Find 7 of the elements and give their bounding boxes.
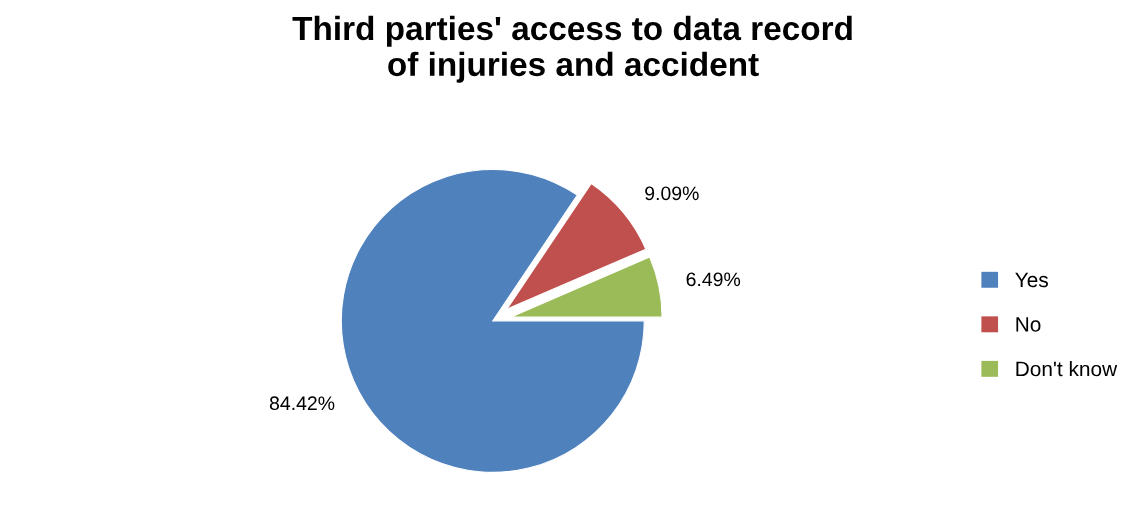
data-label: 84.42%: [269, 396, 335, 411]
data-label: 9.09%: [645, 186, 699, 201]
chart-title: Third parties' access to data record of injuries and accident: [292, 15, 852, 83]
legend-label: No: [1016, 317, 1041, 332]
legend-label: Yes: [1015, 272, 1048, 288]
legend-label: Don't know: [1016, 361, 1118, 377]
data-label: 6.49%: [686, 272, 741, 287]
